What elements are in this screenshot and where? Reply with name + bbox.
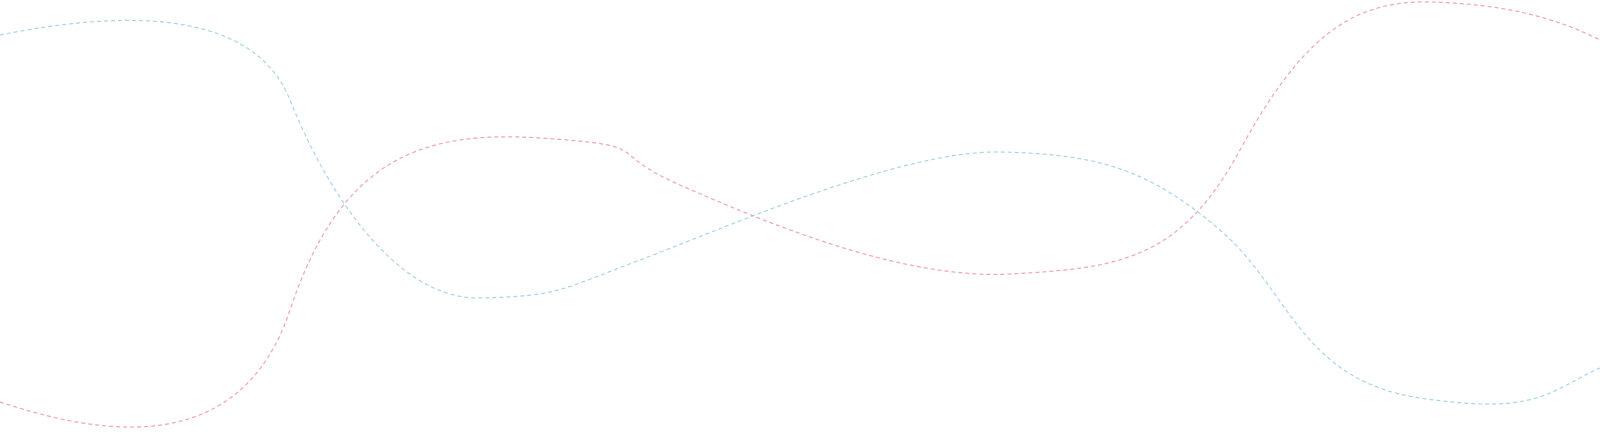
- pink-dashed-wave: [0, 1, 1600, 428]
- blue-dashed-wave: [0, 19, 1600, 405]
